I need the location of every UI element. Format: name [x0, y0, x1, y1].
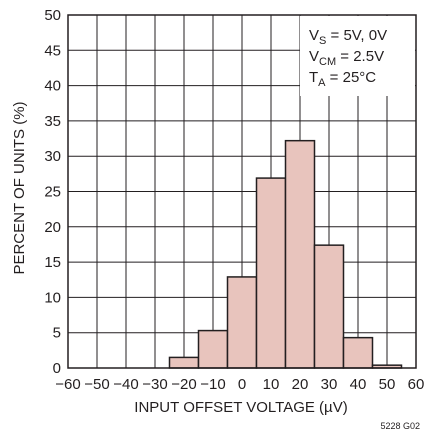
- x-tick-label: 40: [350, 376, 367, 393]
- histogram-bar: [255, 177, 287, 369]
- conditions-background: [300, 16, 415, 96]
- bars: [168, 139, 403, 369]
- x-tick-labels: −60 −50 −40 −30 −20 −10 0 10 20 30 40 50 60: [55, 376, 424, 393]
- figure-id: 5228 G02: [380, 421, 420, 431]
- x-tick-label: −10: [200, 376, 225, 393]
- x-tick-label: 20: [292, 376, 309, 393]
- plot-frame: [67, 14, 417, 369]
- plot-border: [67, 14, 417, 369]
- x-tick-label: 60: [408, 376, 425, 393]
- x-tick-label: −50: [84, 376, 109, 393]
- x-tick-label: 50: [379, 376, 396, 393]
- condition-line: TA = 25°C: [309, 69, 376, 89]
- histogram-bar: [284, 139, 316, 369]
- y-tick-label: 5: [53, 325, 61, 342]
- histogram-bar: [226, 276, 258, 369]
- x-tick-label: −60: [55, 376, 80, 393]
- y-tick-label: 50: [44, 7, 61, 24]
- histogram-bar: [313, 244, 345, 369]
- histogram-bar: [342, 336, 374, 369]
- x-axis-label: INPUT OFFSET VOLTAGE (µV): [134, 399, 347, 416]
- condition-line: VS = 5V, 0V: [309, 27, 387, 47]
- condition-line: VCM = 2.5V: [309, 48, 384, 68]
- y-tick-label: 35: [44, 113, 61, 130]
- y-tick-label: 45: [44, 42, 61, 59]
- histogram-bar: [168, 356, 200, 369]
- y-tick-label: 25: [44, 184, 61, 201]
- y-tick-label: 30: [44, 148, 61, 165]
- histogram-bar: [197, 329, 229, 369]
- y-tick-label: 40: [44, 78, 61, 95]
- y-tick-label: 20: [44, 219, 61, 236]
- x-tick-label: −30: [142, 376, 167, 393]
- y-tick-label: 15: [44, 254, 61, 271]
- y-tick-labels: 0 5 10 15 20 25 30 35 40 45 50: [44, 7, 61, 377]
- x-tick-label: 30: [321, 376, 338, 393]
- y-tick-label: 10: [44, 289, 61, 306]
- y-axis-label: PERCENT OF UNITS (%): [11, 101, 28, 274]
- x-tick-label: −20: [171, 376, 196, 393]
- x-tick-label: −40: [113, 376, 138, 393]
- x-tick-label: 0: [238, 376, 246, 393]
- y-tick-label: 0: [53, 360, 61, 377]
- x-tick-label: 10: [263, 376, 280, 393]
